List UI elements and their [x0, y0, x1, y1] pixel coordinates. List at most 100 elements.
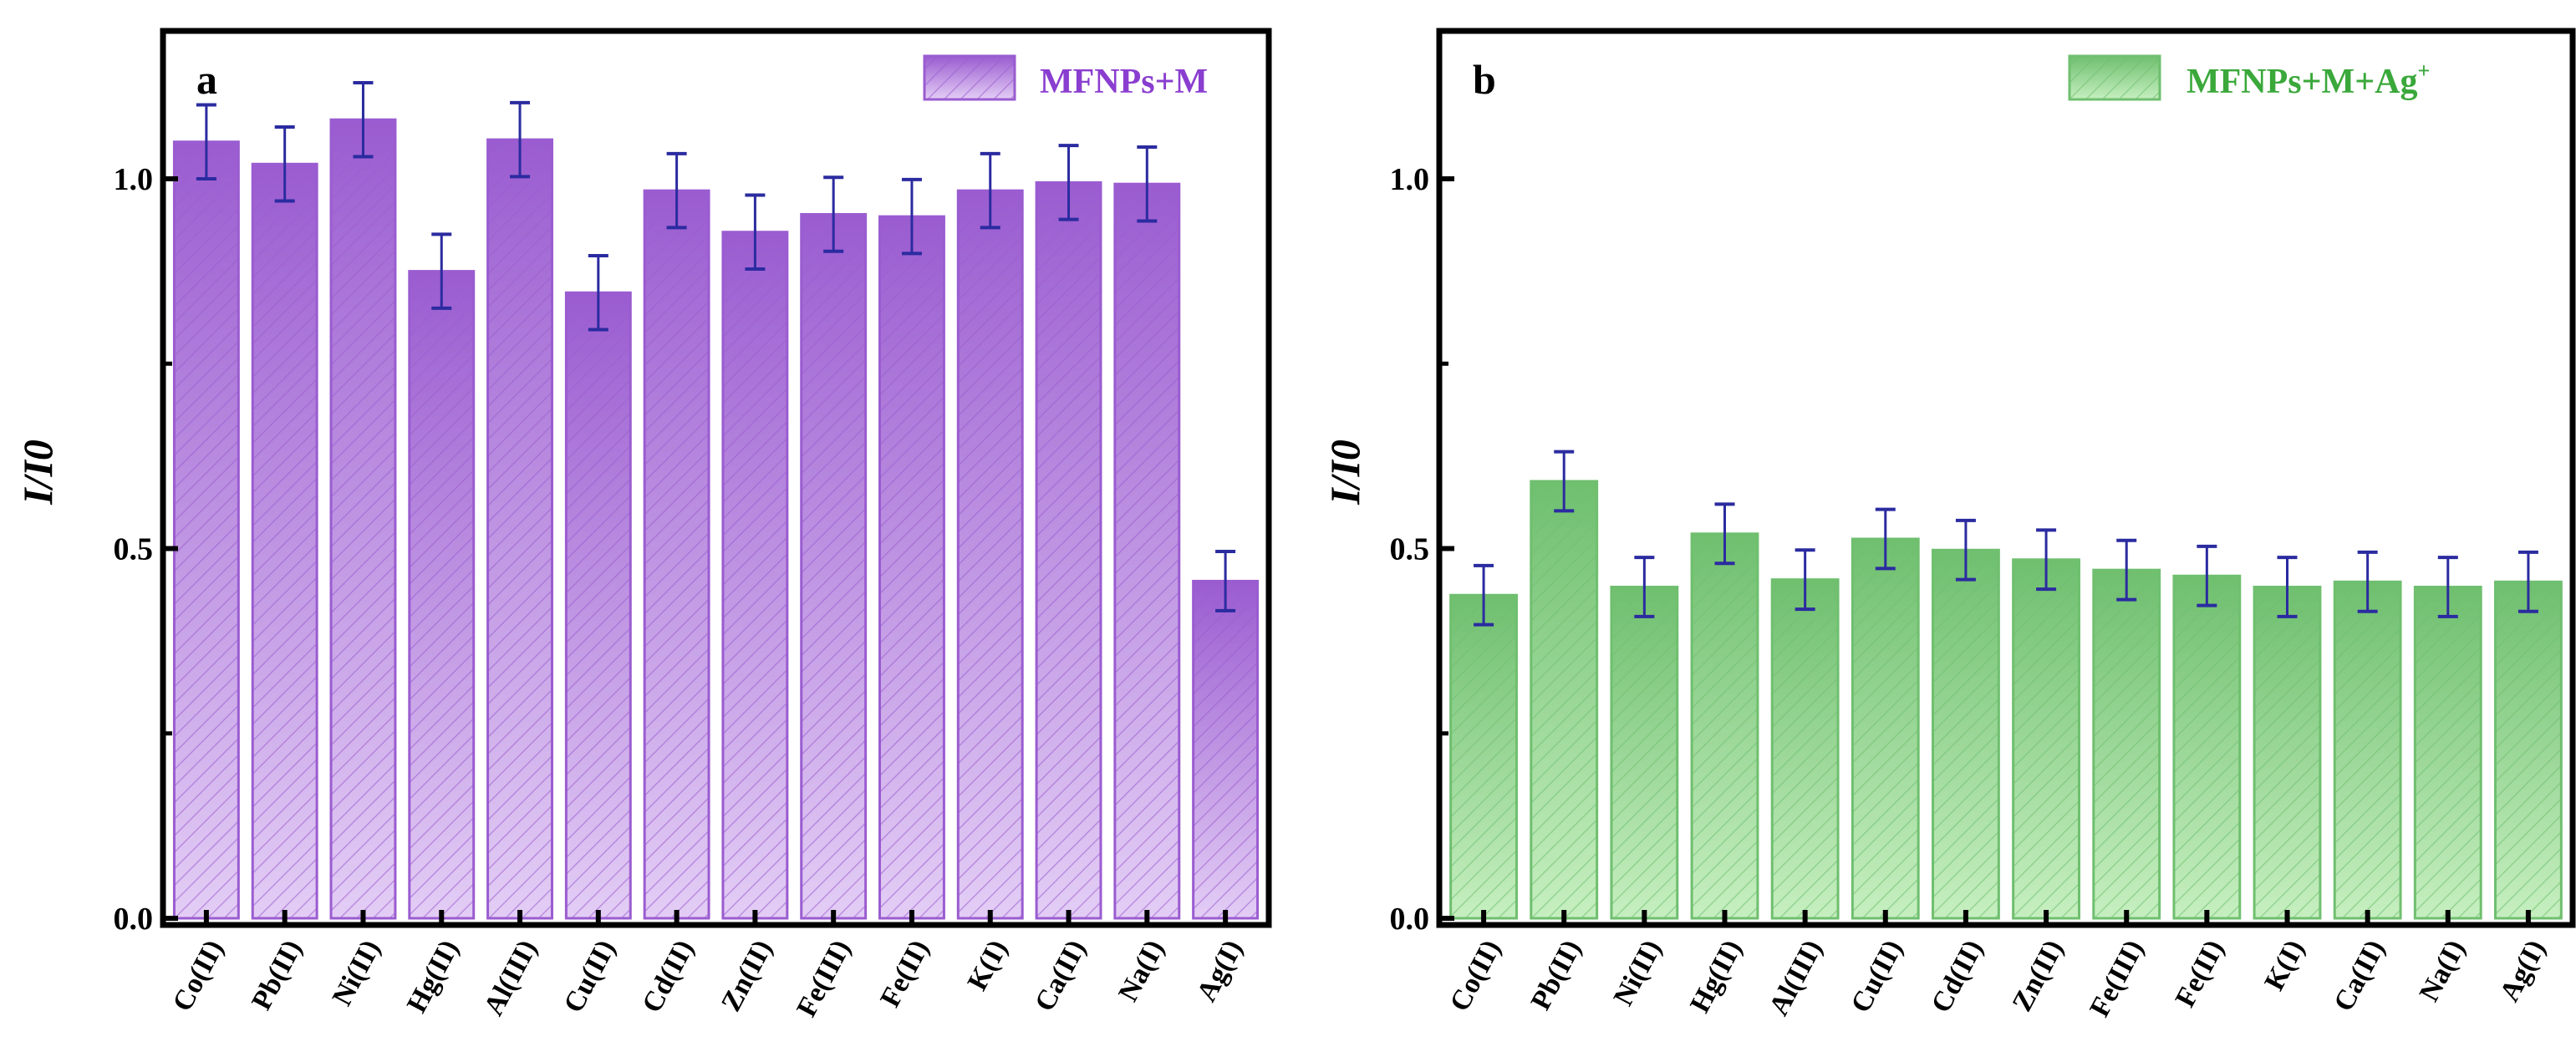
- bar-group: Na(I): [1112, 145, 1181, 1007]
- bar-hatch: [1852, 538, 1919, 918]
- panel-label: a: [196, 56, 217, 103]
- bar-hatch: [1772, 579, 1839, 918]
- bar-group: Hg(II): [401, 232, 476, 1018]
- x-tick-label: Hg(II): [1684, 935, 1748, 1018]
- bar-hatch: [2334, 582, 2401, 918]
- x-tick-label: Cd(II): [1926, 935, 1989, 1018]
- x-tick-label: Al(III): [1764, 935, 1829, 1020]
- bar-hatch: [331, 119, 395, 918]
- y-tick-label: 0.0: [1390, 902, 1430, 937]
- x-tick-label: Cu(II): [558, 935, 622, 1018]
- legend: MFNPs+M+Ag+: [2068, 54, 2430, 101]
- legend-text: MFNPs+M+Ag: [2187, 63, 2417, 101]
- legend-text: MFNPs+M: [1040, 63, 1208, 101]
- bar-group: Zn(II): [2007, 528, 2080, 1017]
- bar-hatch: [1932, 550, 1999, 918]
- bar-hatch: [1114, 184, 1179, 918]
- bar-group: Cd(II): [636, 151, 710, 1018]
- bar-hatch: [409, 271, 474, 918]
- y-axis-label: I/I0: [14, 440, 61, 506]
- bar-group: Hg(II): [1684, 502, 1759, 1018]
- bar-hatch: [1193, 581, 1258, 918]
- bar-hatch: [252, 164, 318, 919]
- bar-group: Ni(II): [1608, 556, 1679, 1011]
- bar-group: Ni(II): [327, 80, 397, 1011]
- x-tick-label: K(I): [962, 935, 1014, 995]
- x-tick-label: Ca(II): [2328, 935, 2390, 1016]
- x-tick-label: Na(I): [1112, 935, 1170, 1007]
- x-tick-label: Fe(III): [2084, 935, 2150, 1022]
- bar-group: Cd(II): [1926, 518, 2000, 1018]
- y-tick-label: 0.5: [1390, 532, 1430, 567]
- bar-group: Fe(II): [2170, 544, 2242, 1012]
- bar-hatch: [722, 231, 787, 919]
- bar-hatch: [2415, 587, 2482, 918]
- legend: MFNPs+M: [923, 54, 1208, 101]
- bar-group: Ca(II): [1029, 144, 1102, 1016]
- bar-group: K(I): [956, 151, 1024, 995]
- bar-hatch: [958, 191, 1023, 918]
- x-tick-label: Zn(II): [2007, 935, 2069, 1016]
- bar-hatch: [2495, 582, 2562, 918]
- x-tick-label: Cd(II): [636, 935, 700, 1018]
- bar-group: Fe(II): [874, 177, 945, 1012]
- y-tick-label: 0.0: [114, 902, 154, 937]
- y-tick-label: 1.0: [1390, 162, 1430, 197]
- bar-group: Zn(II): [715, 193, 789, 1017]
- bar-group: Ag(I): [1191, 550, 1260, 1007]
- bar-hatch: [2013, 559, 2080, 918]
- x-tick-label: Pb(II): [1525, 935, 1587, 1015]
- legend-swatch-hatch: [2069, 56, 2160, 99]
- y-tick-label: 0.5: [114, 532, 154, 567]
- legend-superscript: +: [2417, 58, 2430, 83]
- x-tick-label: Cu(II): [1845, 935, 1909, 1018]
- legend-swatch-hatch: [924, 56, 1015, 99]
- bar-hatch: [2093, 570, 2160, 918]
- panel-a: Co(II) Pb(II) Ni(II) Hg(II) Al(III) Cu(II) Cd(…: [14, 28, 1272, 1022]
- bar-hatch: [1036, 182, 1101, 919]
- x-tick-label: Pb(II): [246, 935, 308, 1015]
- x-tick-label: Co(II): [167, 935, 230, 1016]
- bar-hatch: [2254, 587, 2320, 918]
- x-tick-label: Fe(II): [2170, 935, 2231, 1012]
- bar-hatch: [566, 292, 631, 918]
- bar-group: K(I): [2253, 556, 2322, 995]
- bar-group: Al(III): [478, 100, 553, 1020]
- bar-group: Fe(III): [2084, 538, 2161, 1022]
- x-tick-label: Hg(II): [401, 935, 465, 1018]
- bar-hatch: [801, 214, 866, 919]
- bar-hatch: [644, 191, 710, 918]
- bar-hatch: [879, 216, 944, 918]
- panel-b: Co(II) Pb(II) Ni(II) Hg(II) Al(III) Cu(II) Cd(…: [1321, 28, 2576, 1022]
- bar-group: Fe(III): [791, 175, 868, 1022]
- x-tick-label: Al(III): [478, 935, 543, 1020]
- legend-label: MFNPs+M+Ag+: [2187, 58, 2430, 101]
- bar-hatch: [1530, 480, 1597, 918]
- bar-hatch: [2173, 576, 2240, 918]
- bar-hatch: [487, 140, 552, 919]
- x-tick-label: Fe(III): [791, 935, 857, 1022]
- bar-hatch: [1692, 533, 1758, 918]
- y-tick-label: 1.0: [114, 162, 154, 197]
- bar-group: Ca(II): [2328, 550, 2402, 1016]
- bar-hatch: [174, 141, 239, 918]
- bar-group: Cu(II): [558, 254, 632, 1018]
- x-tick-label: Ag(I): [1191, 935, 1249, 1007]
- x-tick-label: Ag(I): [2494, 935, 2552, 1007]
- axes-frame: [160, 28, 1272, 928]
- x-tick-label: Ca(II): [1029, 935, 1092, 1016]
- bar-group: Ag(I): [2494, 550, 2563, 1007]
- legend-label: MFNPs+M: [1040, 63, 1208, 101]
- y-axis-label: I/I0: [1321, 440, 1368, 506]
- x-tick-label: Zn(II): [715, 935, 778, 1016]
- panel-label: b: [1473, 56, 1496, 103]
- bar-group: Pb(II): [246, 125, 318, 1015]
- x-tick-label: Co(II): [1444, 935, 1507, 1016]
- x-tick-label: Ni(II): [1608, 935, 1668, 1011]
- bar-group: Pb(II): [1525, 450, 1599, 1015]
- axes-frame: [1436, 28, 2576, 928]
- bar-group: Cu(II): [1845, 507, 1920, 1018]
- bar-group: Co(II): [1444, 563, 1518, 1016]
- bar-hatch: [1611, 587, 1677, 918]
